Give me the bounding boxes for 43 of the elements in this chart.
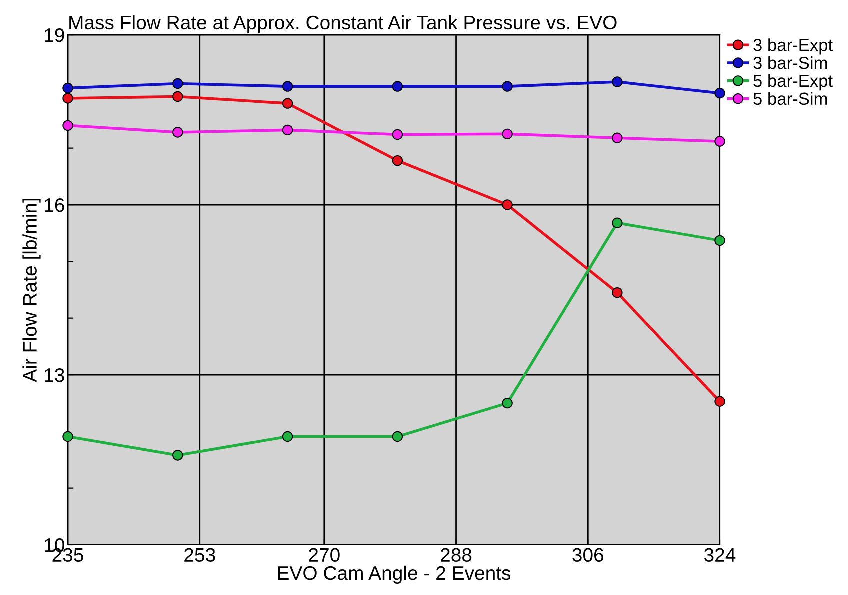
point [282,124,294,136]
point [502,81,513,92]
point [282,98,294,109]
legend-label: 3 bar-Sim [754,56,828,70]
point [612,132,623,144]
x-tick-label: 253 [184,548,216,562]
point [62,431,74,442]
y-tick-label: 16 [45,198,64,212]
point [714,136,726,147]
x-tick-label: 270 [309,548,340,562]
x-tick-label: 324 [704,548,736,562]
point [62,120,74,132]
point [392,81,404,92]
point [392,129,404,140]
point [714,235,726,246]
point [612,76,623,88]
point [502,200,513,210]
chart-title: Mass Flow Rate at Approx. Constant Air Tank Pressure vs. EVO [70,15,617,34]
point [612,287,623,298]
point [502,128,513,140]
point [392,155,404,166]
y-tick-label: 13 [45,368,64,382]
y-axis-title: Air Flow Rate [lb/min] [22,198,41,382]
point [172,78,184,90]
point [392,431,404,442]
point [282,431,294,442]
point [172,91,184,102]
point [502,398,513,409]
point [714,396,726,407]
legend-label: 3 bar-Expt [754,38,833,55]
y-tick-label: 19 [45,28,64,42]
point [172,450,184,461]
x-axis-title: EVO Cam Angle - 2 Events [278,566,511,584]
legend-label: 5 bar-Expt [754,74,833,91]
legend-label: 5 bar-Sim [754,92,828,106]
x-tick-label: 288 [441,548,472,562]
point [62,82,74,94]
point [62,93,74,104]
point [172,127,184,138]
point [714,88,726,99]
point [282,81,294,92]
point [612,218,623,228]
x-tick-label: 306 [572,548,604,562]
